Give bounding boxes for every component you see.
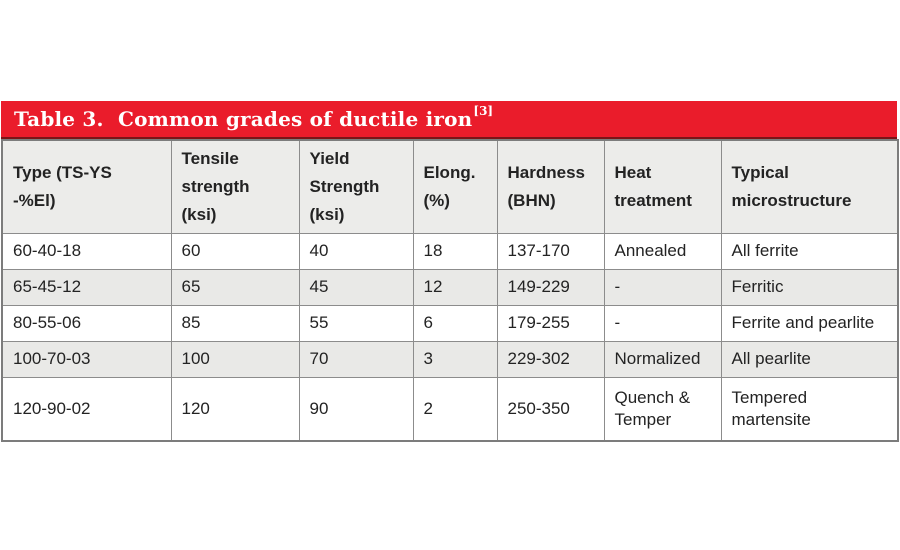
table-cell-hardness: 149-229 [496,268,605,306]
table-cell-type: 120-90-02 [1,376,172,442]
table-cell-yield: 70 [298,340,414,378]
ductile-iron-grades-table: Type (TS-YS -%El) Tensile strength (ksi)… [1,139,899,442]
table-cell-elongation: 6 [412,304,498,342]
table-cell-type: 100-70-03 [1,340,172,378]
table-cell-yield: 45 [298,268,414,306]
col-header-yield-strength: Yield Strength (ksi) [298,139,414,234]
table-row: 100-70-03 100 70 3 229-302 Normalized Al… [1,340,899,378]
table-cell-tensile: 60 [170,232,300,270]
table-cell-hardness: 137-170 [496,232,605,270]
col-header-elongation: Elong. (%) [412,139,498,234]
col-header-type: Type (TS-YS -%El) [1,139,172,234]
table-title-bar: Table 3. Common grades of ductile iron [… [1,101,897,139]
table-cell-yield: 40 [298,232,414,270]
ductile-iron-table-card: Table 3. Common grades of ductile iron [… [1,101,899,442]
table-cell-yield: 90 [298,376,414,442]
table-cell-microstructure: All ferrite [720,232,899,270]
table-cell-heat-treatment: - [603,304,722,342]
table-title-citation: [3] [473,104,494,118]
table-cell-microstructure: All pearlite [720,340,899,378]
table-cell-type: 60-40-18 [1,232,172,270]
table-cell-heat-treatment: Normalized [603,340,722,378]
table-cell-tensile: 65 [170,268,300,306]
table-cell-hardness: 250-350 [496,376,605,442]
table-row: 80-55-06 85 55 6 179-255 - Ferrite and p… [1,304,899,342]
table-row: 120-90-02 120 90 2 250-350 Quench & Temp… [1,376,899,442]
table-cell-tensile: 100 [170,340,300,378]
table-cell-tensile: 120 [170,376,300,442]
table-cell-microstructure: Ferritic [720,268,899,306]
table-row: 60-40-18 60 40 18 137-170 Annealed All f… [1,232,899,270]
table-title: Table 3. Common grades of ductile iron [14,107,473,131]
table-cell-type: 80-55-06 [1,304,172,342]
header-row: Type (TS-YS -%El) Tensile strength (ksi)… [1,139,899,234]
table-cell-elongation: 3 [412,340,498,378]
table-cell-yield: 55 [298,304,414,342]
table-cell-microstructure: Tempered martensite [720,376,899,442]
table-cell-elongation: 2 [412,376,498,442]
col-header-hardness: Hardness (BHN) [496,139,605,234]
table-cell-hardness: 229-302 [496,340,605,378]
table-cell-hardness: 179-255 [496,304,605,342]
table-cell-elongation: 12 [412,268,498,306]
table-cell-elongation: 18 [412,232,498,270]
table-row: 65-45-12 65 45 12 149-229 - Ferritic [1,268,899,306]
table-cell-heat-treatment: - [603,268,722,306]
col-header-microstructure: Typical microstructure [720,139,899,234]
table-cell-type: 65-45-12 [1,268,172,306]
col-header-tensile-strength: Tensile strength (ksi) [170,139,300,234]
table-cell-heat-treatment: Annealed [603,232,722,270]
table-cell-heat-treatment: Quench & Temper [603,376,722,442]
table-cell-tensile: 85 [170,304,300,342]
col-header-heat-treatment: Heat treatment [603,139,722,234]
table-cell-microstructure: Ferrite and pearlite [720,304,899,342]
